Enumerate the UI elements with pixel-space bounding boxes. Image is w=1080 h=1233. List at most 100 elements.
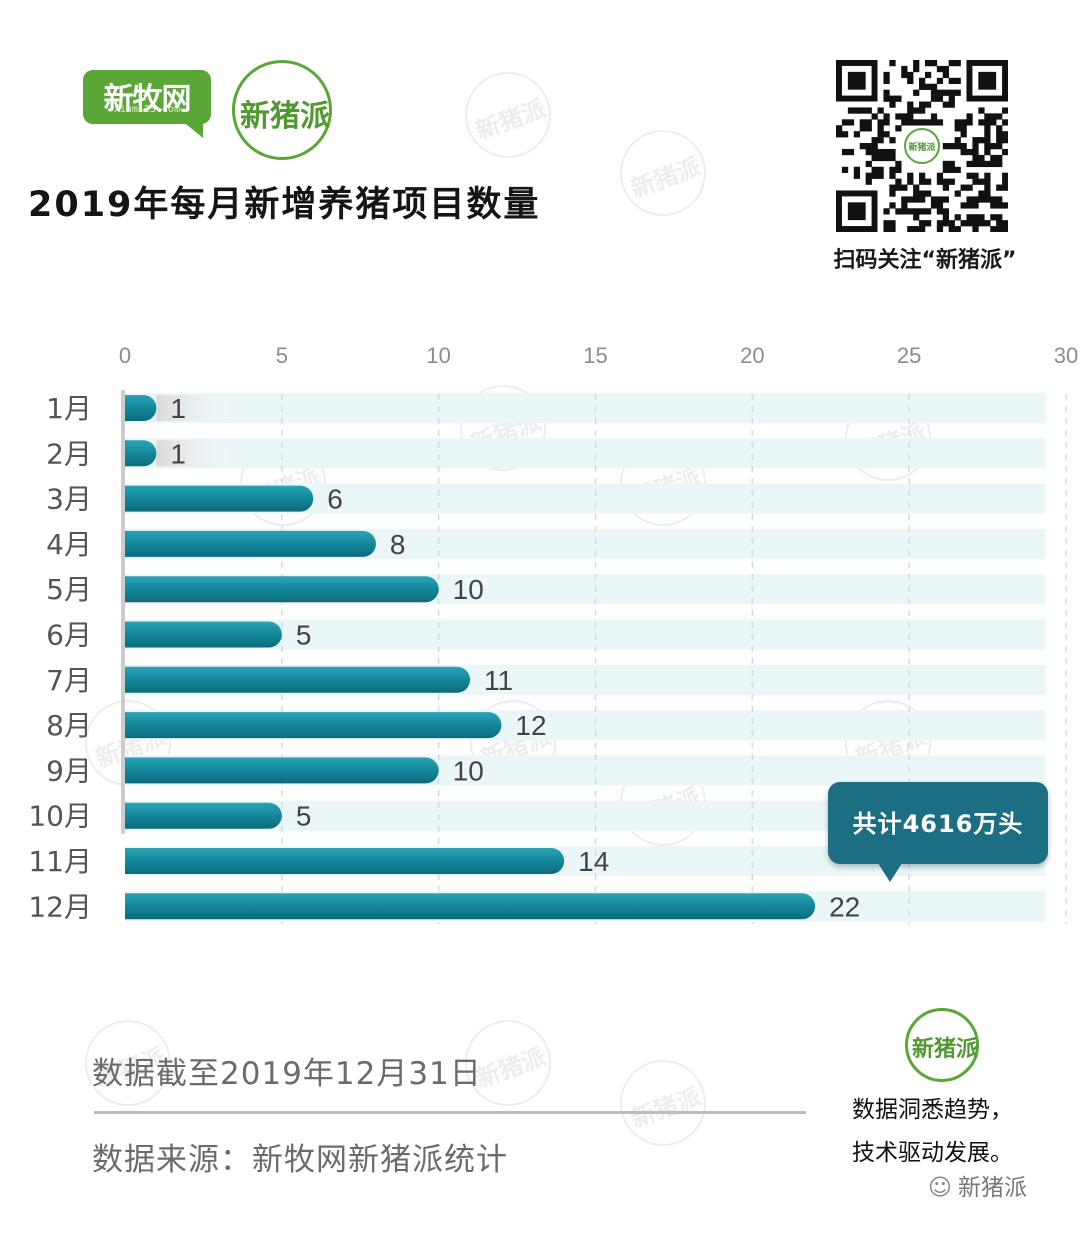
- qr-module: [865, 178, 872, 185]
- qr-code[interactable]: 新猪派: [836, 60, 1008, 232]
- qr-module: [924, 208, 932, 215]
- qr-module: [889, 166, 896, 173]
- bar: [125, 485, 314, 512]
- qr-module: [996, 226, 1003, 232]
- data-label: 12: [515, 710, 546, 741]
- qr-module: [836, 131, 843, 138]
- qr-module: [936, 65, 944, 73]
- qr-module: [942, 220, 949, 227]
- qr-module: [853, 172, 861, 179]
- qr-module: [948, 77, 955, 85]
- qr-module: [865, 172, 872, 179]
- xinzhupai-logo: 新猪派: [232, 60, 332, 160]
- qr-module: [984, 190, 991, 197]
- qr-module: [847, 107, 855, 114]
- bar: [125, 530, 376, 557]
- qr-module: [948, 166, 955, 173]
- qr-module: [919, 226, 926, 232]
- qr-module: [972, 172, 979, 179]
- qr-module: [960, 119, 967, 126]
- qr-module: [948, 226, 955, 232]
- qr-module: [996, 131, 1003, 138]
- qr-module: [978, 214, 985, 221]
- qr-module: [1002, 148, 1008, 156]
- qr-module: [984, 184, 991, 191]
- qr-module: [907, 77, 914, 85]
- qr-module: [859, 119, 866, 126]
- qr-module: [972, 178, 979, 185]
- qr-module: [889, 184, 896, 191]
- data-label: 5: [296, 801, 312, 832]
- qr-module: [936, 178, 944, 185]
- qr-module: [936, 89, 944, 96]
- qr-module: [936, 77, 944, 85]
- data-label: 10: [453, 755, 484, 786]
- bar-chart: 0 5 10 15 20 25 30 1月2月3月4月5月6月7月8月9月10月11月12月…: [28, 343, 1078, 925]
- qr-module: [954, 166, 961, 173]
- qr-module: [1002, 131, 1008, 138]
- qr-module: [990, 113, 997, 120]
- qr-module: [990, 214, 997, 221]
- data-label: 11: [484, 665, 513, 696]
- qr-module: [996, 196, 1003, 203]
- qr-module: [996, 214, 1003, 221]
- qr-module: [948, 101, 955, 108]
- chart-title: 2019年每月新增养猪项目数量: [28, 185, 541, 225]
- bar: [125, 621, 282, 648]
- qr-module: [984, 119, 991, 126]
- qr-module: [847, 119, 855, 126]
- qr-module: [913, 89, 920, 96]
- qr-module: [978, 137, 985, 144]
- qr-module: [930, 119, 938, 126]
- qr-module: [907, 107, 914, 114]
- qr-module: [919, 172, 926, 179]
- qr-module: [954, 125, 961, 132]
- qr-module: [883, 131, 890, 138]
- row-band: [125, 393, 1045, 423]
- qr-module: [960, 125, 967, 132]
- qr-module: [960, 143, 967, 150]
- qr-module: [954, 137, 961, 144]
- qr-module: [901, 184, 908, 191]
- qr-module: [895, 178, 902, 185]
- qr-module: [948, 178, 955, 185]
- qr-module: [966, 220, 973, 227]
- qr-module: [936, 95, 944, 102]
- qr-module: [984, 137, 991, 144]
- qr-module: [895, 113, 902, 120]
- qr-module: [972, 226, 979, 232]
- qr-module: [871, 148, 878, 156]
- qr-module: [883, 226, 890, 232]
- qr-module: [913, 65, 920, 73]
- qr-module: [996, 125, 1003, 132]
- qr-module: [942, 71, 949, 79]
- qr-module: [924, 101, 932, 108]
- qr-module: [1002, 172, 1008, 179]
- qr-module: [924, 178, 932, 185]
- wechat-account[interactable]: ☺ 新猪派: [928, 1168, 1027, 1202]
- y-category-label: 1月: [46, 392, 92, 425]
- qr-module: [895, 166, 902, 173]
- qr-module: [841, 119, 849, 126]
- qr-caption: 扫码关注“新猪派”: [833, 248, 1017, 273]
- qr-center-logo: [904, 128, 940, 164]
- qr-module: [942, 160, 949, 168]
- y-category-label: 8月: [46, 709, 92, 742]
- qr-module: [919, 101, 926, 108]
- qr-module: [913, 208, 920, 215]
- qr-module: [990, 226, 997, 232]
- qr-module: [924, 220, 932, 227]
- bar: [125, 440, 157, 467]
- y-category-label: 5月: [46, 573, 92, 606]
- qr-module: [901, 113, 908, 120]
- qr-module: [990, 143, 997, 150]
- qr-module: [871, 154, 878, 162]
- qr-module: [930, 60, 938, 67]
- y-category-label: 3月: [46, 483, 92, 516]
- data-source-note: 数据来源：新牧网新猪派统计: [92, 1142, 508, 1178]
- qr-module: [978, 160, 985, 168]
- qr-module: [990, 202, 997, 209]
- qr-module: [1002, 220, 1008, 227]
- bar: [125, 848, 565, 875]
- qr-module: [954, 89, 961, 96]
